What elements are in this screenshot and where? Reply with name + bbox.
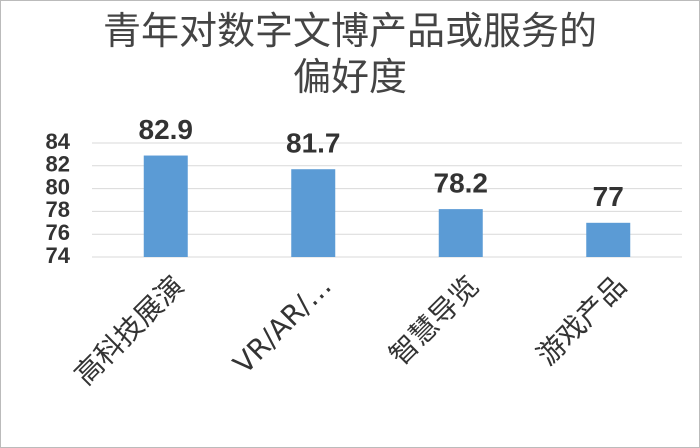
x-tick-label: VR/AR/… xyxy=(227,269,338,380)
x-tick-label: 游戏产品 xyxy=(530,269,633,372)
x-tick-label: 智慧导览 xyxy=(383,269,486,372)
y-tick-label: 74 xyxy=(46,243,71,268)
y-tick-label: 82 xyxy=(46,152,70,177)
chart-title: 青年对数字文博产品或服务的偏好度 xyxy=(102,9,597,99)
bar xyxy=(586,222,631,257)
y-tick-label: 78 xyxy=(46,197,70,222)
value-label: 77 xyxy=(593,181,624,212)
y-tick-label: 76 xyxy=(46,220,70,245)
value-label: 78.2 xyxy=(434,168,489,199)
bar xyxy=(291,169,336,257)
value-label: 81.7 xyxy=(286,128,341,159)
value-label: 82.9 xyxy=(139,114,194,145)
y-tick-label: 84 xyxy=(46,129,71,154)
bar xyxy=(438,209,483,257)
x-tick-label: 高科技展演 xyxy=(68,269,190,391)
bar xyxy=(143,155,188,257)
y-tick-label: 80 xyxy=(46,174,70,199)
